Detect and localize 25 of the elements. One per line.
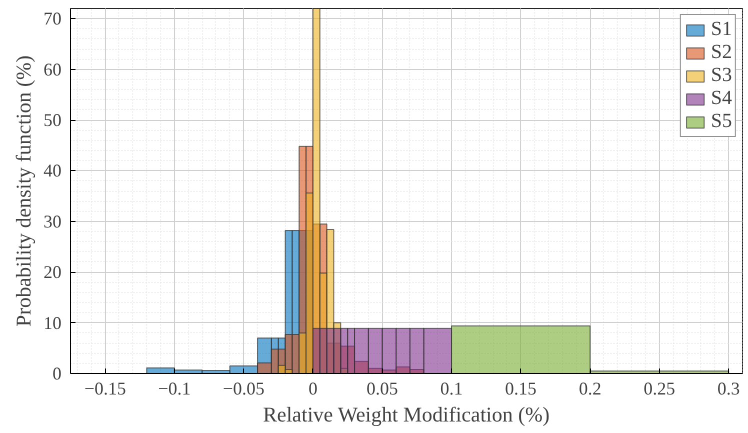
x-tick-label: 0.2 — [578, 378, 602, 398]
x-tick-label: 0 — [308, 378, 318, 398]
y-tick-label: 10 — [44, 312, 62, 333]
x-tick-label: 0.05 — [366, 378, 398, 398]
legend-label: S1 — [710, 18, 732, 41]
legend-label: S4 — [710, 87, 732, 110]
x-tick-label: −0.15 — [84, 378, 126, 398]
x-tick-label: 0.3 — [717, 378, 740, 398]
legend-label: S5 — [710, 110, 732, 133]
y-tick-label: 30 — [44, 211, 62, 232]
y-tick-label: 50 — [44, 110, 62, 130]
x-tick-label: 0.25 — [644, 378, 676, 398]
y-tick-label: 60 — [44, 59, 62, 80]
y-tick-label: 0 — [52, 364, 62, 384]
y-tick-label: 70 — [44, 8, 62, 29]
x-axis-title: Relative Weight Modification (%) — [263, 402, 550, 426]
y-tick-label: 20 — [44, 262, 62, 282]
legend-label: S2 — [710, 41, 732, 64]
x-tick-label: −0.05 — [222, 378, 265, 398]
legend-label: S3 — [710, 64, 732, 87]
y-axis-title: Probability density function (%) — [12, 55, 36, 327]
y-tick-label: 40 — [44, 160, 62, 181]
x-tick-label: 0.15 — [505, 378, 537, 398]
x-tick-label: 0.1 — [440, 378, 463, 398]
x-tick-label: −0.1 — [158, 378, 191, 398]
